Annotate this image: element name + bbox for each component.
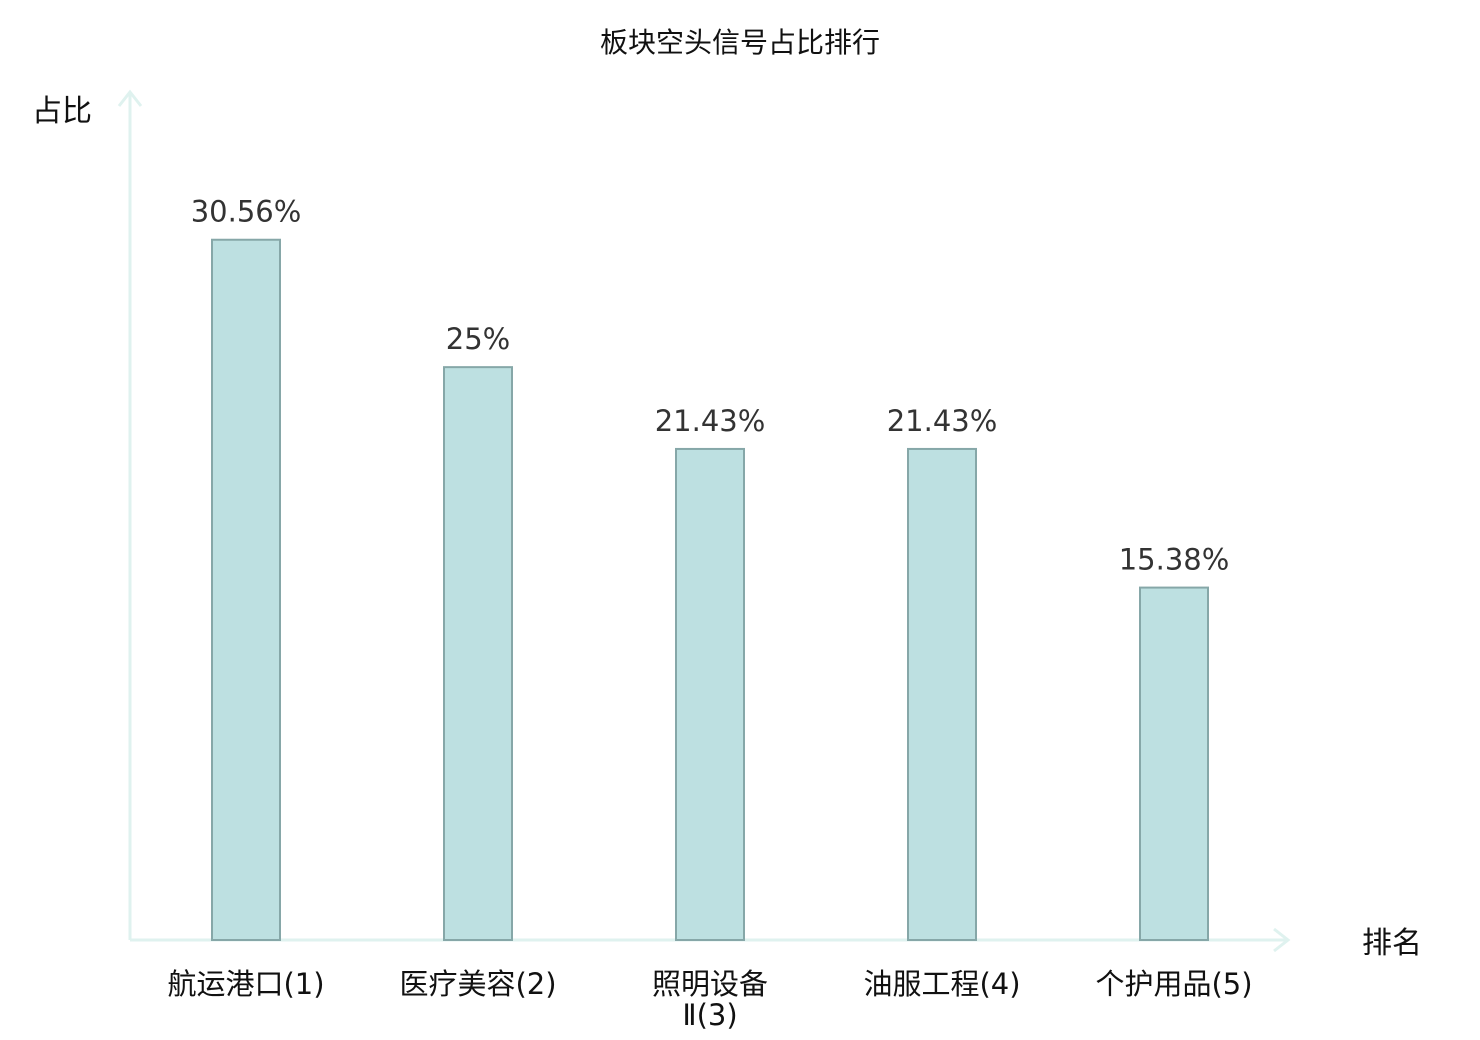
x-axis-label: 排名	[1362, 926, 1422, 961]
category-tick-label-line: 照明设备	[652, 967, 768, 1001]
category-tick-label: 航运港口(1)	[167, 967, 324, 1001]
category-tick-label-line: 医疗美容(2)	[399, 967, 556, 1001]
category-tick-label-line: 个护用品(5)	[1095, 967, 1252, 1001]
category-tick-label: 油服工程(4)	[863, 967, 1020, 1001]
value-labels: 30.56% 25% 21.43% 21.43% 15.38%	[191, 195, 1230, 577]
bar-value-label: 21.43%	[887, 404, 998, 438]
bar	[211, 238, 281, 941]
category-tick-label-line: 航运港口(1)	[167, 967, 324, 1001]
bar-value-label: 21.43%	[655, 404, 766, 438]
category-tick-label: 医疗美容(2)	[399, 967, 556, 1001]
bar	[675, 447, 745, 941]
y-axis-arrow	[117, 89, 143, 107]
category-tick-label: 个护用品(5)	[1095, 967, 1252, 1001]
bar-series	[211, 238, 1209, 942]
bar-value-label: 15.38%	[1119, 543, 1230, 577]
bar	[1139, 586, 1209, 942]
category-labels: 航运港口(1) 医疗美容(2) 照明设备 Ⅱ(3) 油服工程(4) 个护用品(5)	[167, 967, 1252, 1032]
bar	[443, 366, 513, 941]
category-tick-label-line: 油服工程(4)	[863, 967, 1020, 1001]
category-tick-label: 照明设备 Ⅱ(3)	[652, 967, 768, 1032]
bar-value-label: 25%	[446, 322, 510, 356]
x-axis: 排名	[130, 926, 1422, 961]
x-axis-arrow	[1273, 927, 1291, 953]
y-axis-label: 占比	[32, 94, 92, 129]
category-tick-label-line: Ⅱ(3)	[682, 998, 737, 1032]
y-axis: 占比	[32, 89, 143, 940]
bar	[907, 447, 977, 941]
bar-value-label: 30.56%	[191, 195, 302, 229]
chart-title: 板块空头信号占比排行	[600, 26, 880, 59]
